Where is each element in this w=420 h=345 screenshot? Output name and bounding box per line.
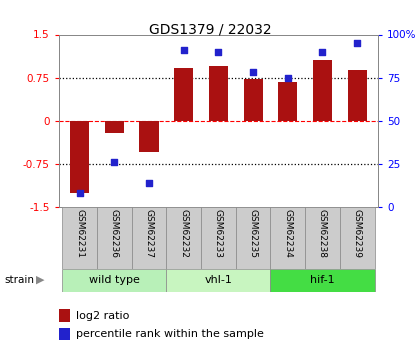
Bar [270, 207, 305, 269]
Bar [348, 70, 367, 121]
Bar [166, 207, 201, 269]
Text: hif-1: hif-1 [310, 275, 335, 285]
Bar [62, 207, 97, 269]
Text: GSM62233: GSM62233 [214, 209, 223, 258]
Point [215, 49, 222, 55]
Point [146, 180, 152, 186]
Bar [105, 121, 124, 134]
Bar [59, 328, 70, 340]
Point [250, 70, 257, 75]
Bar [270, 269, 375, 292]
Point [111, 159, 118, 165]
Point [180, 47, 187, 53]
Text: GSM62238: GSM62238 [318, 209, 327, 258]
Bar [166, 269, 270, 292]
Bar [174, 68, 193, 121]
Text: wild type: wild type [89, 275, 140, 285]
Bar [131, 207, 166, 269]
Bar [236, 207, 270, 269]
Bar [305, 207, 340, 269]
Bar [209, 66, 228, 121]
Text: ▶: ▶ [36, 275, 44, 285]
Point [284, 75, 291, 80]
Point [76, 190, 83, 196]
Text: GSM62237: GSM62237 [144, 209, 153, 258]
Bar [62, 269, 166, 292]
Bar [139, 121, 159, 152]
Text: GSM62235: GSM62235 [249, 209, 257, 258]
Text: GDS1379 / 22032: GDS1379 / 22032 [149, 22, 271, 37]
Text: percentile rank within the sample: percentile rank within the sample [76, 329, 264, 339]
Bar [97, 207, 131, 269]
Bar [278, 82, 297, 121]
Text: GSM62231: GSM62231 [75, 209, 84, 258]
Point [319, 49, 326, 55]
Text: GSM62232: GSM62232 [179, 209, 188, 258]
Text: GSM62236: GSM62236 [110, 209, 119, 258]
Text: GSM62234: GSM62234 [284, 209, 292, 258]
Text: log2 ratio: log2 ratio [76, 311, 130, 321]
Text: strain: strain [4, 275, 34, 285]
Point [354, 40, 360, 46]
Bar [201, 207, 236, 269]
Bar [244, 79, 262, 121]
Text: GSM62239: GSM62239 [353, 209, 362, 258]
Bar [70, 121, 89, 193]
Text: vhl-1: vhl-1 [205, 275, 232, 285]
Bar [59, 309, 70, 322]
Bar [340, 207, 375, 269]
Bar [313, 60, 332, 121]
